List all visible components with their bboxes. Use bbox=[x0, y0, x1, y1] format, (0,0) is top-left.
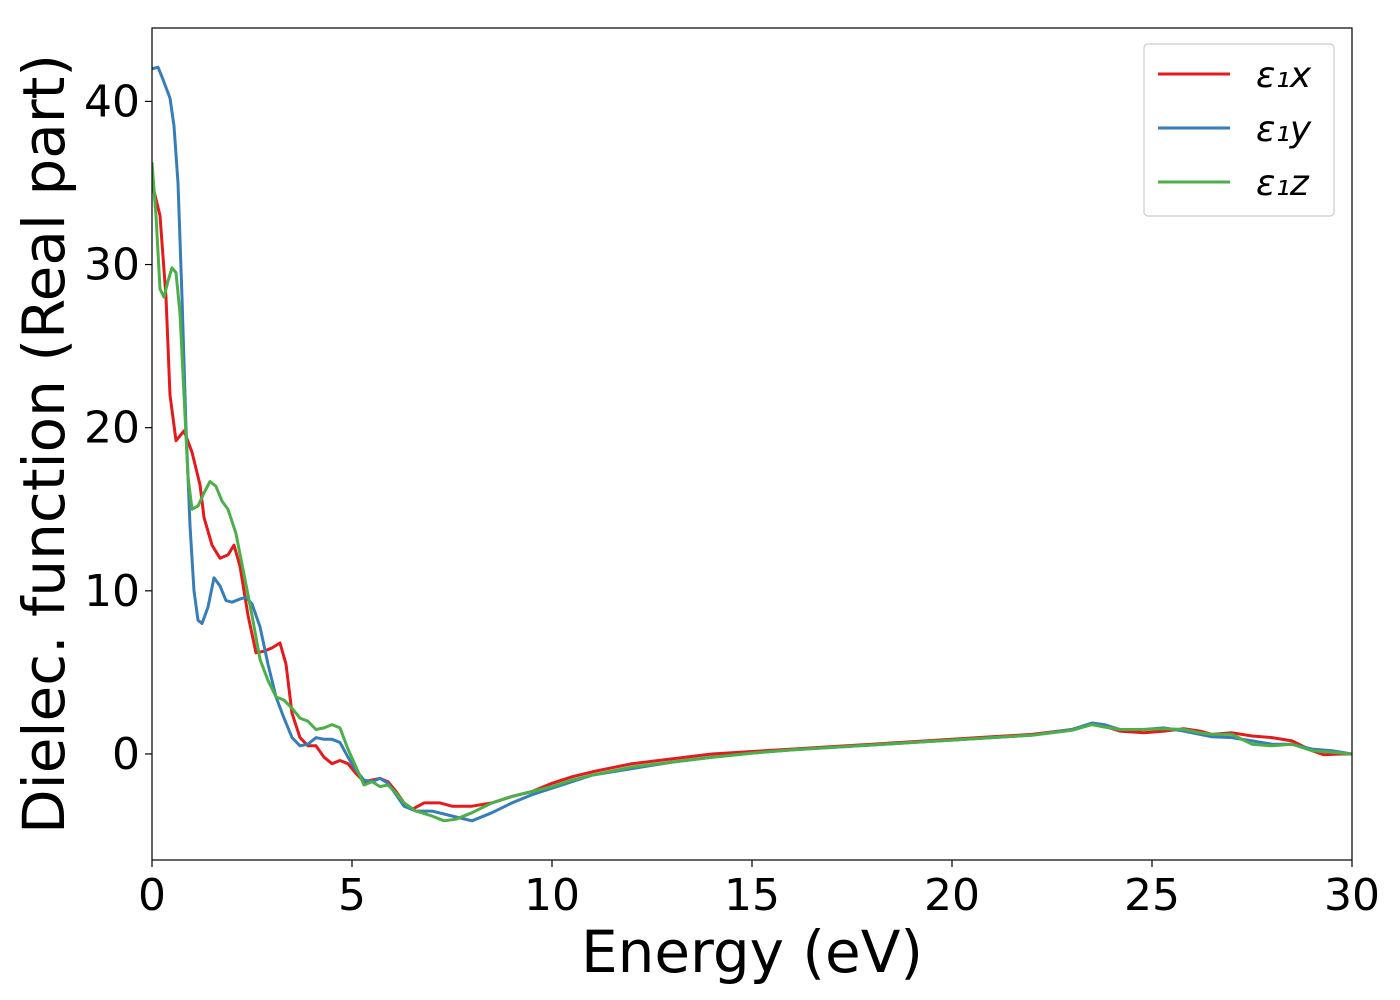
y-axis-label: Dielec. function (Real part) bbox=[10, 54, 78, 834]
x-tick-label: 0 bbox=[138, 870, 166, 921]
legend-label-2: ε₁y bbox=[1256, 109, 1312, 150]
x-tick-label: 20 bbox=[924, 870, 980, 921]
series-lines bbox=[152, 65, 1352, 823]
legend: ε₁x ε₁y ε₁z bbox=[1143, 43, 1335, 217]
x-tick-label: 5 bbox=[338, 870, 366, 921]
x-tick-label: 15 bbox=[724, 870, 780, 921]
series-line-1 bbox=[152, 181, 1352, 811]
y-tick-label: 0 bbox=[112, 729, 140, 780]
y-tick-label: 20 bbox=[84, 403, 140, 454]
legend-box bbox=[1143, 43, 1335, 217]
x-tick-label: 10 bbox=[524, 870, 580, 921]
y-tick-label: 10 bbox=[84, 566, 140, 617]
x-tick-label: 25 bbox=[1124, 870, 1180, 921]
legend-label-3: ε₁z bbox=[1256, 163, 1310, 204]
x-axis-label: Energy (eV) bbox=[581, 918, 923, 986]
axis-ticks: 0 5 10 15 20 25 30 0 10 20 30 40 bbox=[84, 76, 1380, 921]
x-tick-label: 30 bbox=[1324, 870, 1380, 921]
legend-label-1: ε₁x bbox=[1256, 55, 1312, 96]
series-line-3 bbox=[152, 161, 1352, 823]
y-tick-label: 30 bbox=[84, 240, 140, 291]
y-tick-label: 40 bbox=[84, 76, 140, 127]
